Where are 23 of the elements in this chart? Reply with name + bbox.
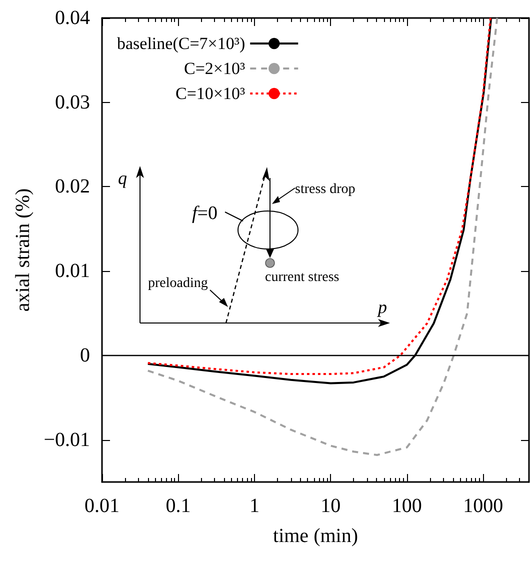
annotation: q bbox=[118, 168, 127, 188]
y-tick-label: −0.01 bbox=[44, 428, 90, 451]
x-tick-label: 0.01 bbox=[84, 495, 120, 517]
annotation: preloading bbox=[148, 276, 208, 291]
annotation: stress drop bbox=[295, 182, 356, 197]
legend-label: C=10×10³ bbox=[176, 84, 246, 103]
y-tick-label: 0.02 bbox=[55, 176, 90, 198]
x-tick-label: 0.1 bbox=[166, 495, 191, 517]
y-tick-label: 0.04 bbox=[55, 7, 90, 29]
y-tick-label: 0.01 bbox=[55, 260, 90, 282]
x-tick-label: 1 bbox=[249, 495, 260, 517]
annotation: p bbox=[376, 297, 387, 317]
annotation: f=0 bbox=[192, 203, 218, 224]
x-axis-title: time (min) bbox=[273, 525, 358, 547]
x-tick-label: 100 bbox=[392, 495, 422, 517]
annotation: current stress bbox=[265, 270, 340, 285]
legend-label: C=2×10³ bbox=[184, 59, 246, 78]
x-tick-label: 10 bbox=[320, 495, 341, 517]
y-tick-label: 0.03 bbox=[55, 91, 90, 114]
x-tick-label: 1000 bbox=[463, 495, 504, 517]
y-axis-title: axial strain (%) bbox=[12, 188, 34, 312]
legend-label: baseline(C=7×10³) bbox=[116, 34, 246, 53]
y-tick-label: 0 bbox=[80, 344, 90, 366]
